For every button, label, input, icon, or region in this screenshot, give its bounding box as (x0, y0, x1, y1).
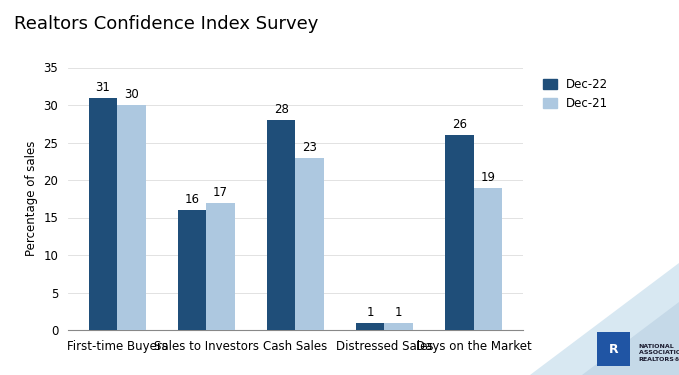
Bar (117, 105, 145, 330)
Text: R: R (608, 343, 618, 355)
Polygon shape (530, 262, 679, 375)
Text: 28: 28 (274, 103, 289, 116)
Text: 31: 31 (96, 81, 110, 94)
Bar (474, 188, 502, 330)
Text: 1: 1 (367, 306, 374, 319)
Bar (267, 120, 295, 330)
Bar (295, 158, 324, 330)
Text: 1: 1 (395, 306, 403, 319)
FancyBboxPatch shape (597, 332, 629, 366)
Text: Realtors Confidence Index Survey: Realtors Confidence Index Survey (14, 15, 318, 33)
Y-axis label: Percentage of sales: Percentage of sales (24, 141, 38, 256)
Text: 26: 26 (452, 118, 467, 131)
Polygon shape (582, 302, 679, 375)
Text: 23: 23 (302, 141, 317, 154)
Bar (178, 210, 206, 330)
Text: 16: 16 (185, 193, 200, 206)
Text: 17: 17 (213, 186, 228, 199)
Text: 19: 19 (480, 171, 496, 184)
Bar (445, 135, 474, 330)
Text: NATIONAL
ASSOCIATION OF
REALTORS®: NATIONAL ASSOCIATION OF REALTORS® (639, 344, 679, 362)
Bar (356, 322, 384, 330)
Text: 30: 30 (124, 88, 139, 101)
Bar (206, 202, 235, 330)
Bar (88, 98, 117, 330)
Legend: Dec-22, Dec-21: Dec-22, Dec-21 (538, 74, 613, 115)
Bar (384, 322, 413, 330)
